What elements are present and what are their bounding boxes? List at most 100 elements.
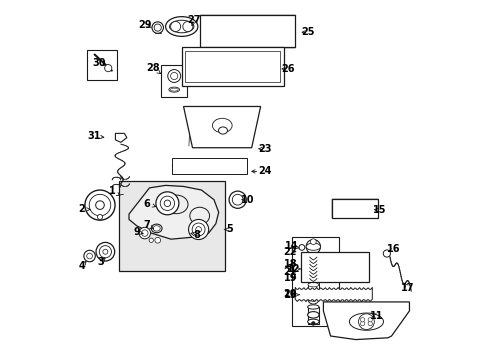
Circle shape xyxy=(358,314,373,329)
Ellipse shape xyxy=(164,195,187,214)
Text: 29: 29 xyxy=(138,20,151,30)
Ellipse shape xyxy=(307,278,318,282)
Ellipse shape xyxy=(170,88,178,91)
Bar xyxy=(307,280,318,294)
Circle shape xyxy=(298,244,304,250)
Circle shape xyxy=(96,201,104,210)
Text: 10: 10 xyxy=(241,195,254,205)
Circle shape xyxy=(164,200,170,207)
Text: 20: 20 xyxy=(283,289,297,299)
Ellipse shape xyxy=(165,17,198,36)
Ellipse shape xyxy=(307,319,319,324)
Bar xyxy=(307,307,319,324)
Circle shape xyxy=(167,69,180,82)
Circle shape xyxy=(170,22,180,32)
Circle shape xyxy=(83,250,95,262)
Circle shape xyxy=(310,239,316,244)
Circle shape xyxy=(85,190,115,220)
Polygon shape xyxy=(183,107,260,148)
Circle shape xyxy=(309,295,316,302)
Circle shape xyxy=(142,230,148,236)
Bar xyxy=(87,50,117,80)
Text: 27: 27 xyxy=(186,15,200,26)
Text: 6: 6 xyxy=(143,199,150,209)
Polygon shape xyxy=(115,134,126,142)
Circle shape xyxy=(367,318,372,322)
Bar xyxy=(199,15,294,47)
Bar xyxy=(119,181,224,271)
Circle shape xyxy=(139,227,150,239)
Ellipse shape xyxy=(168,87,179,92)
Circle shape xyxy=(102,249,108,254)
Text: 4: 4 xyxy=(79,261,85,271)
Ellipse shape xyxy=(189,207,209,225)
Text: 12: 12 xyxy=(286,264,300,274)
Ellipse shape xyxy=(169,20,194,33)
Text: 3: 3 xyxy=(98,257,104,267)
Polygon shape xyxy=(323,302,408,339)
Bar xyxy=(185,51,280,82)
Text: 1: 1 xyxy=(108,186,115,196)
Ellipse shape xyxy=(212,118,232,133)
Polygon shape xyxy=(129,185,218,239)
Text: 9: 9 xyxy=(133,227,140,237)
Circle shape xyxy=(311,321,314,325)
Circle shape xyxy=(307,293,319,304)
Bar xyxy=(301,252,368,282)
Text: 19: 19 xyxy=(283,273,297,283)
Bar xyxy=(172,158,247,174)
Text: 22: 22 xyxy=(283,247,297,257)
Circle shape xyxy=(305,239,320,254)
Circle shape xyxy=(96,242,115,261)
Text: 16: 16 xyxy=(386,244,400,254)
Text: 23: 23 xyxy=(257,144,271,154)
Circle shape xyxy=(160,196,174,211)
Circle shape xyxy=(89,194,110,216)
Ellipse shape xyxy=(307,283,318,287)
Circle shape xyxy=(188,220,208,239)
Text: 28: 28 xyxy=(146,63,160,73)
Circle shape xyxy=(152,22,163,33)
Ellipse shape xyxy=(305,243,320,250)
Text: 25: 25 xyxy=(301,27,314,37)
Circle shape xyxy=(104,64,112,72)
Circle shape xyxy=(183,22,192,32)
Text: 13: 13 xyxy=(284,290,297,300)
Circle shape xyxy=(228,191,246,208)
Text: 14: 14 xyxy=(285,241,298,251)
Text: 11: 11 xyxy=(370,311,383,321)
Text: 2: 2 xyxy=(78,204,84,215)
Circle shape xyxy=(154,24,161,31)
Text: 7: 7 xyxy=(143,220,150,230)
Text: 8: 8 xyxy=(193,230,200,239)
Bar xyxy=(291,237,339,325)
Circle shape xyxy=(360,321,364,326)
Circle shape xyxy=(367,321,372,326)
Circle shape xyxy=(149,238,153,242)
Bar xyxy=(182,47,284,86)
Circle shape xyxy=(195,226,201,232)
Bar xyxy=(161,64,187,97)
Text: 17: 17 xyxy=(401,283,414,293)
Bar xyxy=(332,199,378,218)
Ellipse shape xyxy=(307,312,319,318)
Circle shape xyxy=(170,72,178,80)
Ellipse shape xyxy=(218,127,227,134)
Text: 24: 24 xyxy=(257,166,271,176)
Text: 31: 31 xyxy=(87,131,101,141)
Ellipse shape xyxy=(151,224,162,233)
Ellipse shape xyxy=(349,313,383,330)
Circle shape xyxy=(156,192,179,215)
Circle shape xyxy=(360,318,364,322)
Text: 21: 21 xyxy=(283,267,297,277)
Circle shape xyxy=(383,250,389,257)
Circle shape xyxy=(99,246,111,258)
Text: 15: 15 xyxy=(372,206,386,216)
Text: 30: 30 xyxy=(93,58,106,68)
Text: 18: 18 xyxy=(283,259,297,269)
Text: 5: 5 xyxy=(225,225,232,234)
Ellipse shape xyxy=(153,226,160,231)
Circle shape xyxy=(192,223,204,236)
Circle shape xyxy=(232,194,243,205)
Circle shape xyxy=(155,237,160,243)
